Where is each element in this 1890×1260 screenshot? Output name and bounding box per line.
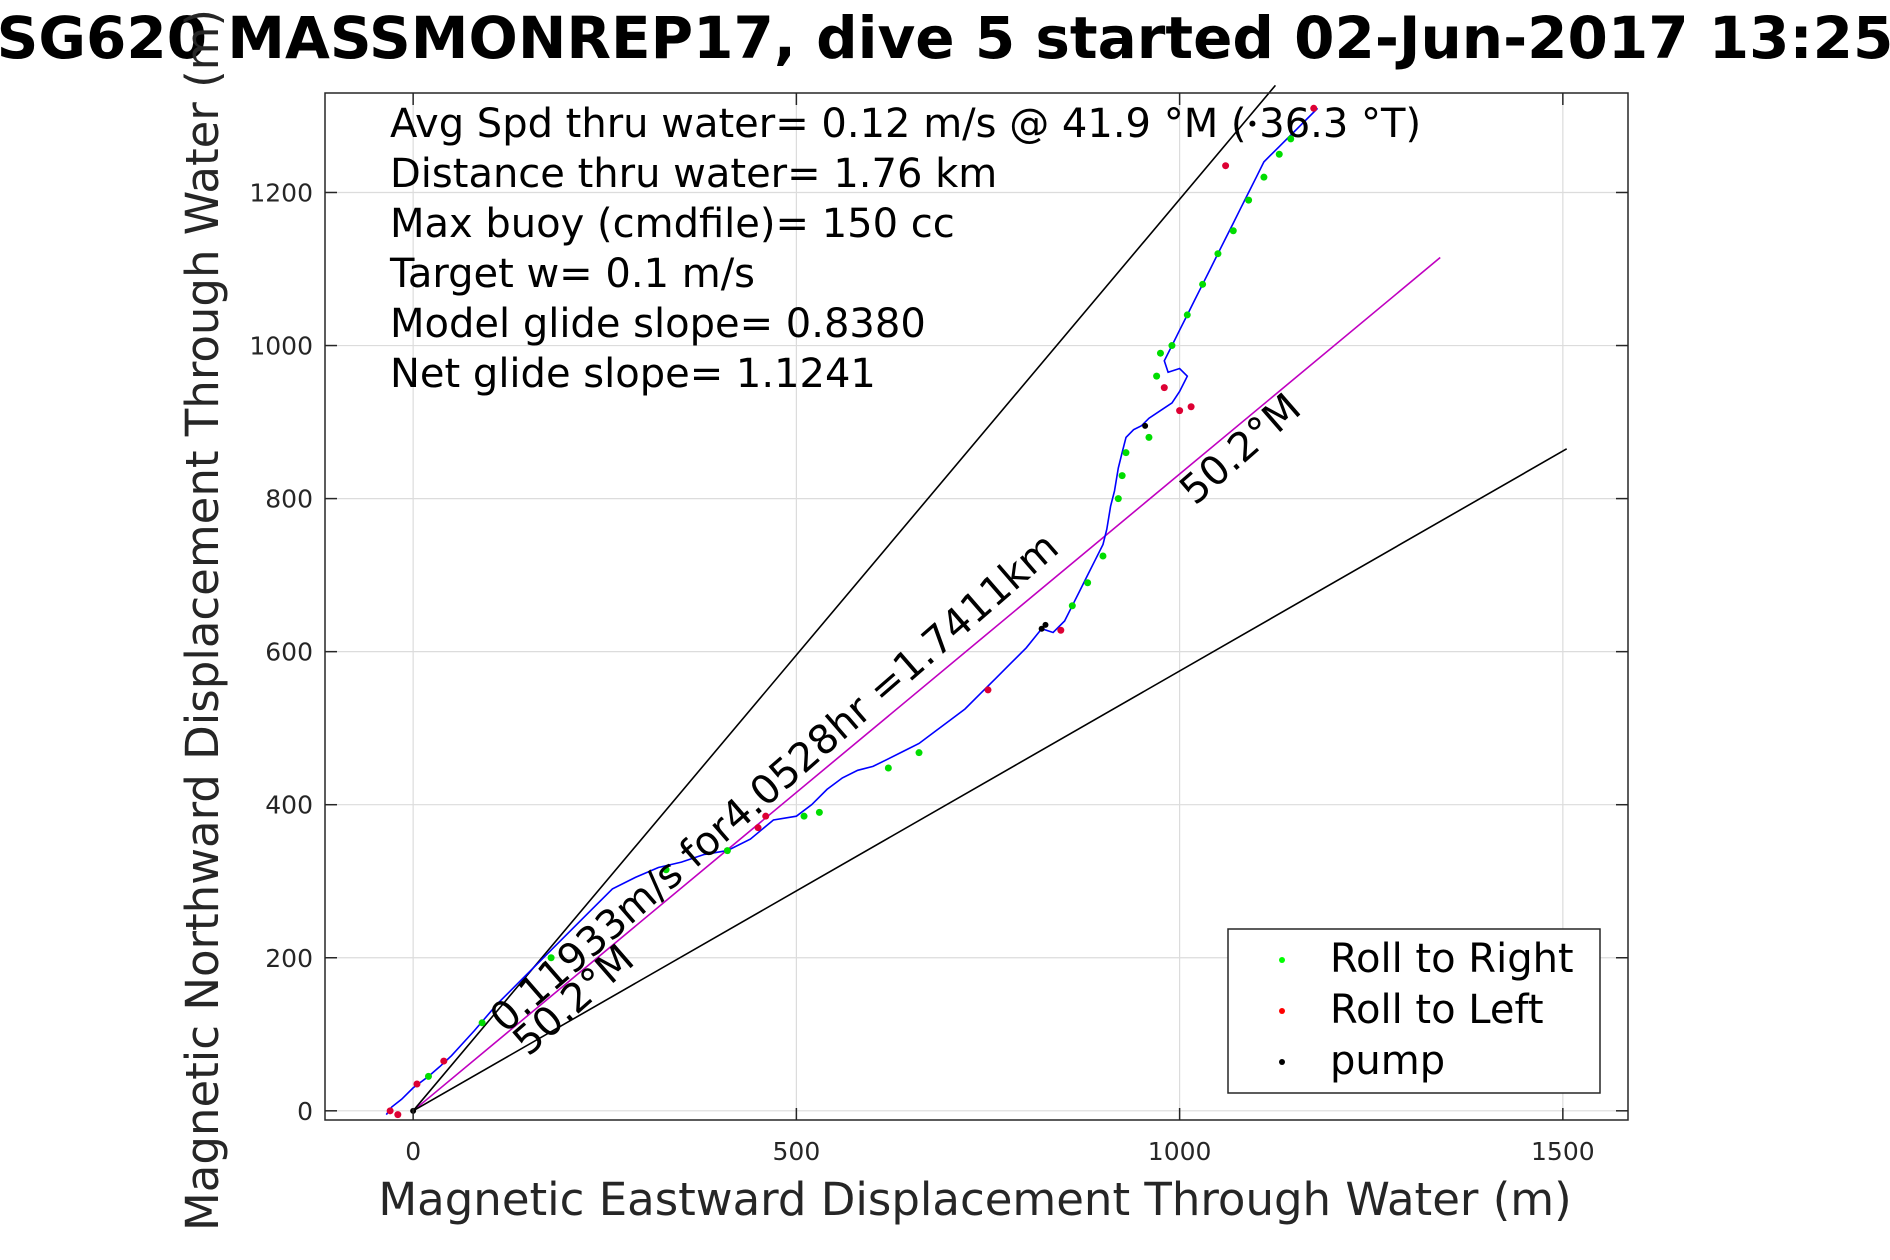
roll-right-point (1183, 311, 1191, 319)
legend-pump-label: pump (1330, 1038, 1445, 1084)
roll-right-point (1260, 173, 1268, 181)
roll-right-point (1275, 150, 1283, 158)
roll-left-point (762, 812, 770, 820)
reference-lines (412, 84, 1568, 1112)
pump-point (1038, 625, 1045, 632)
roll-left-point (984, 686, 992, 694)
roll-left-point (413, 1080, 421, 1088)
info-line: Target w= 0.1 m/s (389, 251, 755, 297)
legend-roll-right-label: Roll to Right (1330, 936, 1574, 982)
roll-right-point (915, 749, 923, 757)
roll-right-point (1145, 433, 1153, 441)
roll-left-point (440, 1057, 448, 1065)
info-line: Model glide slope= 0.8380 (390, 301, 926, 347)
pump-point (1142, 422, 1149, 429)
roll-right-point (1153, 372, 1161, 380)
legend: Roll to Right Roll to Left pump (1227, 928, 1601, 1094)
y-tick-label: 600 (265, 638, 313, 667)
roll-right-point (1114, 495, 1122, 503)
roll-left-point (1222, 162, 1230, 170)
roll-left-point (1057, 626, 1065, 634)
roll-right-point (1245, 196, 1253, 204)
reference-line-upper (412, 84, 1277, 1112)
roll-right-point (478, 1019, 486, 1027)
y-tick-label: 800 (265, 485, 313, 514)
x-tick-label: 1000 (1148, 1137, 1212, 1166)
roll-left-point (386, 1107, 394, 1115)
reference-line-lower (412, 448, 1568, 1112)
roll-right-point (815, 808, 823, 816)
y-tick-label: 1200 (249, 178, 313, 207)
roll-right-point (547, 954, 555, 962)
roll-right-point (1068, 602, 1076, 610)
roll-right-point (1122, 449, 1130, 457)
roll-right-point (1118, 472, 1126, 480)
pump-point (1249, 120, 1256, 127)
roll-left-point (1160, 384, 1168, 392)
pump-point (1042, 621, 1049, 628)
reference-line-center (412, 256, 1441, 1112)
y-tick-label: 400 (265, 791, 313, 820)
plot-area (324, 92, 1629, 1121)
y-tick-label: 200 (265, 944, 313, 973)
y-axis-label: Magnetic Northward Displacement Through … (176, 9, 229, 1231)
axis-ticks: 0 500 1000 1500 0 200 400 600 800 1000 1200 (249, 93, 1628, 1166)
legend-roll-left-label: Roll to Left (1330, 987, 1544, 1033)
roll-left-point (1187, 403, 1195, 411)
roll-right-point (1099, 552, 1107, 560)
roll-right-point (1168, 342, 1176, 350)
info-line: Net glide slope= 1.1241 (390, 351, 876, 397)
legend-roll-left-marker (1279, 1008, 1285, 1014)
roll-right-point (723, 847, 731, 855)
roll-right-point (1199, 280, 1207, 288)
x-axis-label: Magnetic Eastward Displacement Through W… (378, 1173, 1571, 1226)
legend-roll-right-marker (1279, 957, 1285, 963)
roll-markers (386, 104, 1318, 1119)
legend-pump-marker (1279, 1059, 1285, 1065)
chart-title: SG620 MASSMONREP17, dive 5 started 02-Ju… (0, 4, 1890, 72)
roll-right-point (1287, 135, 1295, 143)
roll-right-point (884, 764, 892, 772)
roll-right-point (1084, 579, 1092, 587)
roll-left-point (1310, 104, 1318, 112)
y-tick-label: 0 (297, 1097, 313, 1126)
info-line: Distance thru water= 1.76 km (390, 151, 997, 197)
info-line: Avg Spd thru water= 0.12 m/s @ 41.9 °M (… (390, 101, 1421, 147)
x-tick-label: 0 (405, 1137, 421, 1166)
roll-right-point (1156, 349, 1164, 357)
roll-right-point (424, 1072, 432, 1080)
roll-right-point (1214, 250, 1222, 258)
roll-left-point (754, 824, 762, 832)
x-tick-label: 1500 (1531, 1137, 1595, 1166)
x-tick-label: 500 (773, 1137, 821, 1166)
roll-right-point (1229, 227, 1237, 235)
dive-info-block: Avg Spd thru water= 0.12 m/s @ 41.9 °M (… (389, 101, 1421, 397)
roll-right-point (662, 866, 670, 874)
y-tick-label: 1000 (249, 332, 313, 361)
roll-right-point (800, 812, 808, 820)
heading-annotations: 50.2°M50.2°M0.11933m/s for4.0528hr =1.74… (481, 385, 1309, 1065)
heading-annotation: 0.11933m/s for4.0528hr =1.7411km (481, 524, 1067, 1042)
roll-left-point (1176, 407, 1184, 415)
info-line: Max buoy (cmdfile)= 150 cc (390, 201, 955, 247)
legend-box (1227, 928, 1601, 1094)
roll-left-point (394, 1111, 402, 1119)
